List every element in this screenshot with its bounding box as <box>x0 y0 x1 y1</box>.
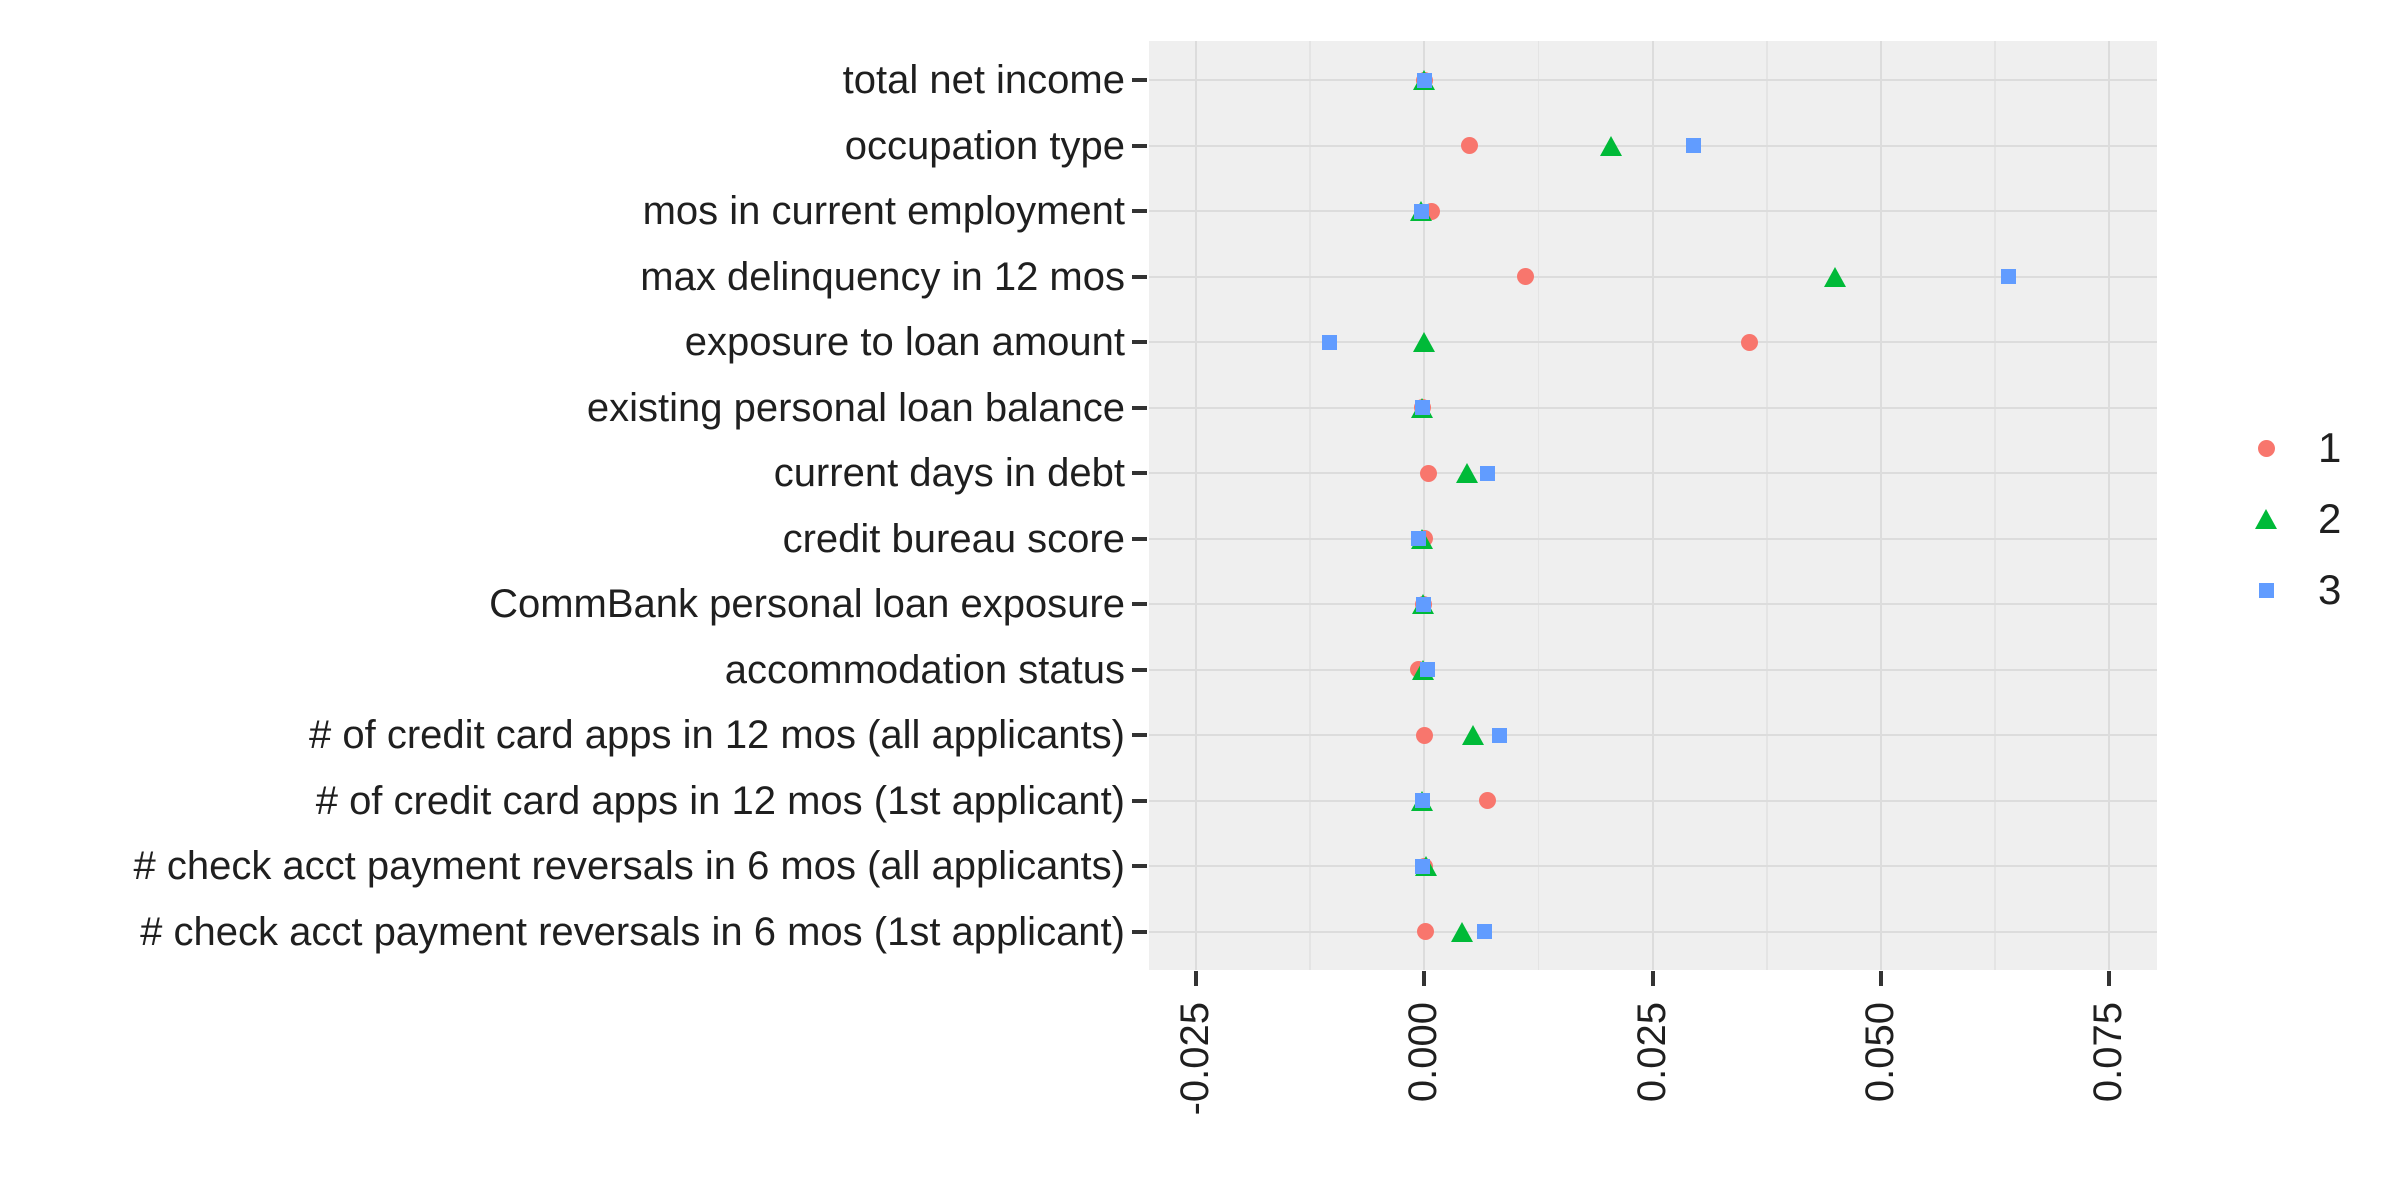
data-point-circle-group1 <box>1740 333 1758 351</box>
data-point-circle-group1 <box>1415 726 1433 744</box>
x-tick-mark <box>1650 971 1655 986</box>
y-tick-mark <box>1132 929 1147 934</box>
gridline-major-horizontal <box>1149 930 2157 933</box>
x-tick-mark <box>1422 971 1427 986</box>
y-tick-mark <box>1132 667 1147 672</box>
data-point-square-group3 <box>1414 400 1430 415</box>
data-point-square-group3 <box>1415 596 1431 612</box>
gridline-major-horizontal <box>1149 668 2157 671</box>
category-label: total net income <box>842 58 1125 102</box>
y-tick-mark <box>1132 78 1147 82</box>
gridline-major-vertical <box>1423 41 1426 970</box>
gridline-minor-vertical <box>1766 41 1768 970</box>
y-tick-mark <box>1132 536 1147 541</box>
data-point-circle-group1 <box>1517 268 1534 285</box>
category-label: # check acct payment reversals in 6 mos … <box>133 844 1125 888</box>
y-tick-mark <box>1132 733 1147 737</box>
data-point-circle-group1 <box>1420 464 1438 482</box>
data-point-triangle-group2 <box>1413 332 1436 352</box>
data-point-square-group3 <box>1479 465 1495 481</box>
data-point-square-group3 <box>1416 72 1432 88</box>
data-point-square-group3 <box>1492 727 1508 743</box>
x-tick-mark <box>1193 971 1198 986</box>
gridline-major-horizontal <box>1149 275 2157 278</box>
category-label: occupation type <box>844 123 1125 168</box>
x-tick-label: 0.025 <box>1629 1002 1674 1103</box>
data-point-triangle-group2 <box>1600 135 1623 156</box>
category-label: exposure to loan amount <box>684 320 1125 364</box>
data-point-square-group3 <box>1414 858 1430 874</box>
legend-label: 3 <box>2318 566 2342 613</box>
data-point-triangle-group2 <box>1824 266 1847 287</box>
data-point-square-group3 <box>1322 334 1338 350</box>
legend-square-icon <box>2258 582 2274 598</box>
legend-label: 2 <box>2318 495 2342 542</box>
y-tick-mark <box>1132 798 1147 803</box>
category-label: max delinquency in 12 mos <box>640 254 1125 299</box>
data-point-square-group3 <box>1476 924 1492 939</box>
gridline-minor-vertical <box>1309 41 1311 970</box>
gridline-major-horizontal <box>1149 144 2157 147</box>
category-label: accommodation status <box>724 647 1125 692</box>
category-label: # of credit card apps in 12 mos (1st app… <box>315 778 1125 823</box>
y-tick-mark <box>1132 471 1147 475</box>
data-point-square-group3 <box>1686 138 1702 153</box>
x-tick-mark <box>2107 971 2112 986</box>
y-tick-mark <box>1132 143 1147 148</box>
data-point-triangle-group2 <box>1456 463 1479 483</box>
data-point-square-group3 <box>1413 203 1429 219</box>
gridline-major-horizontal <box>1149 79 2157 81</box>
y-tick-mark <box>1132 864 1147 868</box>
y-tick-mark <box>1132 340 1147 344</box>
gridline-major-horizontal <box>1149 341 2157 343</box>
plot-panel <box>1149 41 2157 970</box>
data-point-circle-group1 <box>1461 137 1479 154</box>
category-label: current days in debt <box>773 451 1125 495</box>
gridline-major-horizontal <box>1149 734 2157 736</box>
category-label: existing personal loan balance <box>586 385 1125 430</box>
category-label: credit bureau score <box>782 516 1125 561</box>
gridline-minor-vertical <box>1994 41 1996 970</box>
x-tick-mark <box>1879 971 1883 986</box>
gridline-major-horizontal <box>1149 603 2157 605</box>
gridline-major-horizontal <box>1149 210 2157 212</box>
x-tick-label: 0.000 <box>1401 1002 1446 1103</box>
gridline-major-vertical <box>1651 41 1654 970</box>
data-point-square-group3 <box>1414 793 1430 808</box>
category-label: # check acct payment reversals in 6 mos … <box>140 909 1125 954</box>
gridline-major-horizontal <box>1149 406 2157 409</box>
data-point-square-group3 <box>1420 662 1436 677</box>
gridline-major-horizontal <box>1149 537 2157 540</box>
gridline-major-vertical <box>2108 41 2111 970</box>
gridline-major-horizontal <box>1149 472 2157 474</box>
data-point-square-group3 <box>2000 269 2016 284</box>
category-label: # of credit card apps in 12 mos (all app… <box>309 713 1125 757</box>
legend-triangle-icon <box>2255 509 2277 529</box>
category-label: CommBank personal loan exposure <box>489 582 1125 626</box>
data-point-triangle-group2 <box>1462 725 1485 745</box>
legend-circle-icon <box>2257 439 2275 457</box>
y-tick-mark <box>1132 405 1147 410</box>
x-tick-label: 0.050 <box>1858 1002 1902 1103</box>
gridline-major-horizontal <box>1149 865 2157 867</box>
gridline-major-vertical <box>1880 41 1882 970</box>
data-point-circle-group1 <box>1478 792 1496 809</box>
y-tick-mark <box>1132 274 1147 279</box>
data-point-square-group3 <box>1411 531 1427 546</box>
x-tick-label: 0.075 <box>2086 1002 2131 1103</box>
category-label: mos in current employment <box>642 189 1125 233</box>
legend-label: 1 <box>2318 424 2342 471</box>
gridline-major-horizontal <box>1149 799 2157 802</box>
data-point-triangle-group2 <box>1450 921 1473 942</box>
gridline-minor-vertical <box>1537 41 1540 970</box>
y-tick-mark <box>1132 209 1147 213</box>
data-point-circle-group1 <box>1417 923 1435 940</box>
x-tick-label: -0.025 <box>1172 1002 1217 1116</box>
y-tick-mark <box>1132 602 1147 606</box>
gridline-major-vertical <box>1194 41 1197 970</box>
